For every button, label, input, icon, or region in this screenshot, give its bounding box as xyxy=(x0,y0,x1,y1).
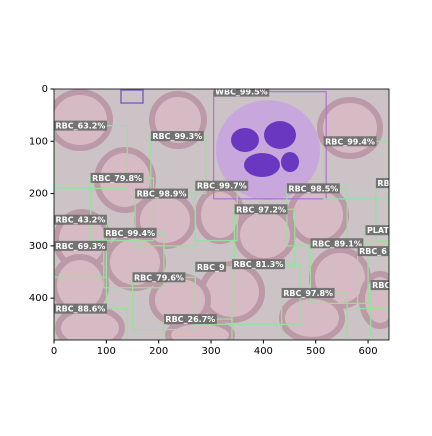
detection-label: RBC_79.8% xyxy=(92,174,142,183)
label-background xyxy=(323,136,377,147)
label-background xyxy=(54,240,107,251)
axes-frame xyxy=(53,88,390,341)
detection-label: WBC_99.5% xyxy=(215,88,268,97)
label-background xyxy=(90,172,144,183)
y-tick-label: 400 xyxy=(29,293,48,304)
detection-label: RBC_63.2% xyxy=(56,122,106,131)
detection-label: RBC_99.7% xyxy=(197,182,247,191)
y-tick-label: 200 xyxy=(29,189,48,200)
detection-label: RBC_79.6% xyxy=(134,273,184,282)
detection-label: RBC_98.9% xyxy=(137,190,187,199)
label-background xyxy=(286,183,340,194)
detection-label: RBC_69.3% xyxy=(56,242,106,251)
x-tick-label: 200 xyxy=(149,346,168,357)
label-background xyxy=(54,120,107,131)
detection-label: RBC xyxy=(372,281,390,290)
y-tick-label: 0 xyxy=(42,84,48,95)
label-background xyxy=(195,180,249,191)
detection-label: RBC_97.8% xyxy=(283,289,333,298)
x-tick-label: 0 xyxy=(51,346,57,357)
label-background xyxy=(150,131,204,142)
label-background xyxy=(231,259,285,270)
label-background xyxy=(213,89,270,97)
detection-label: RBC_88.6% xyxy=(56,305,106,314)
detection-label: RBC_99.4% xyxy=(325,137,375,146)
detection-label: PLAT xyxy=(367,226,390,235)
detection-label: RBC_99.3% xyxy=(152,132,202,141)
detection-label: RBC_98.5% xyxy=(288,184,338,193)
label-background xyxy=(281,287,335,298)
detection-label: RBC_26.7% xyxy=(165,315,215,324)
detection-label: RBC_81.3% xyxy=(233,260,283,269)
label-background xyxy=(135,188,189,199)
x-tick-label: 100 xyxy=(97,346,116,357)
label-background xyxy=(103,227,157,238)
label-background xyxy=(163,314,217,325)
label-background xyxy=(375,178,389,189)
label-background xyxy=(370,280,389,291)
x-tick-label: 400 xyxy=(254,346,273,357)
label-background xyxy=(54,303,107,314)
label-background xyxy=(357,246,389,257)
x-tick-label: 300 xyxy=(201,346,220,357)
y-tick-label: 300 xyxy=(29,241,48,252)
label-background xyxy=(132,272,186,283)
detection-label: RBC_9 xyxy=(197,263,225,272)
x-tick-label: 600 xyxy=(359,346,378,357)
detection-label: RBC_89.1% xyxy=(312,239,362,248)
label-background xyxy=(54,214,107,225)
label-background xyxy=(310,238,364,249)
detection-label: RB xyxy=(377,179,389,188)
detection-label: RBC_97.2% xyxy=(236,205,286,214)
detection-label: RBC_43.2% xyxy=(56,216,106,225)
label-background xyxy=(365,225,389,236)
detection-label: RBC_99.4% xyxy=(105,229,155,238)
y-tick-label: 100 xyxy=(29,136,48,147)
micrograph: WBC_99.5% RBC_63.2% RBC_99.3% RBC_99.4% RBC_… xyxy=(54,88,390,340)
x-tick-label: 500 xyxy=(306,346,325,357)
label-background xyxy=(195,261,227,272)
label-background xyxy=(234,204,288,215)
detection-label: RBC_6 xyxy=(359,247,387,256)
